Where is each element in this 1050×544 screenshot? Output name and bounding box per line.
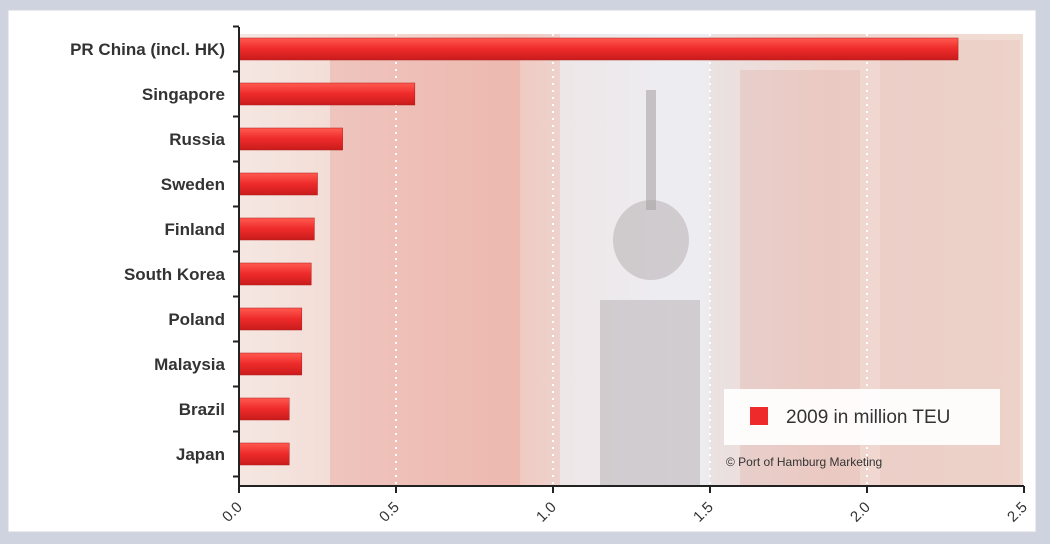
bar (238, 127, 343, 151)
bars (238, 37, 959, 466)
axes (233, 25, 1025, 493)
category-label: Malaysia (154, 355, 225, 374)
category-label: South Korea (124, 265, 226, 284)
category-label: Sweden (161, 175, 225, 194)
category-label: Singapore (142, 85, 225, 104)
category-labels: PR China (incl. HK) Singapore Russia Sweden… (70, 40, 225, 464)
category-label: Brazil (179, 400, 225, 419)
bar (238, 262, 312, 286)
bar (238, 352, 303, 376)
legend: 2009 in million TEU (724, 389, 1000, 445)
category-label: Finland (165, 220, 225, 239)
category-label: PR China (incl. HK) (70, 40, 225, 59)
legend-label: 2009 in million TEU (786, 407, 950, 428)
category-label: Japan (176, 445, 225, 464)
legend-box (724, 389, 1000, 445)
legend-swatch (750, 407, 768, 425)
category-label: Poland (168, 310, 225, 329)
bar (238, 37, 959, 61)
category-label: Russia (169, 130, 225, 149)
bar (238, 397, 290, 421)
credit-text: © Port of Hamburg Marketing (726, 455, 882, 469)
bar (238, 172, 318, 196)
bar (238, 442, 290, 466)
bar (238, 82, 416, 106)
bar (238, 307, 303, 331)
bar (238, 217, 315, 241)
